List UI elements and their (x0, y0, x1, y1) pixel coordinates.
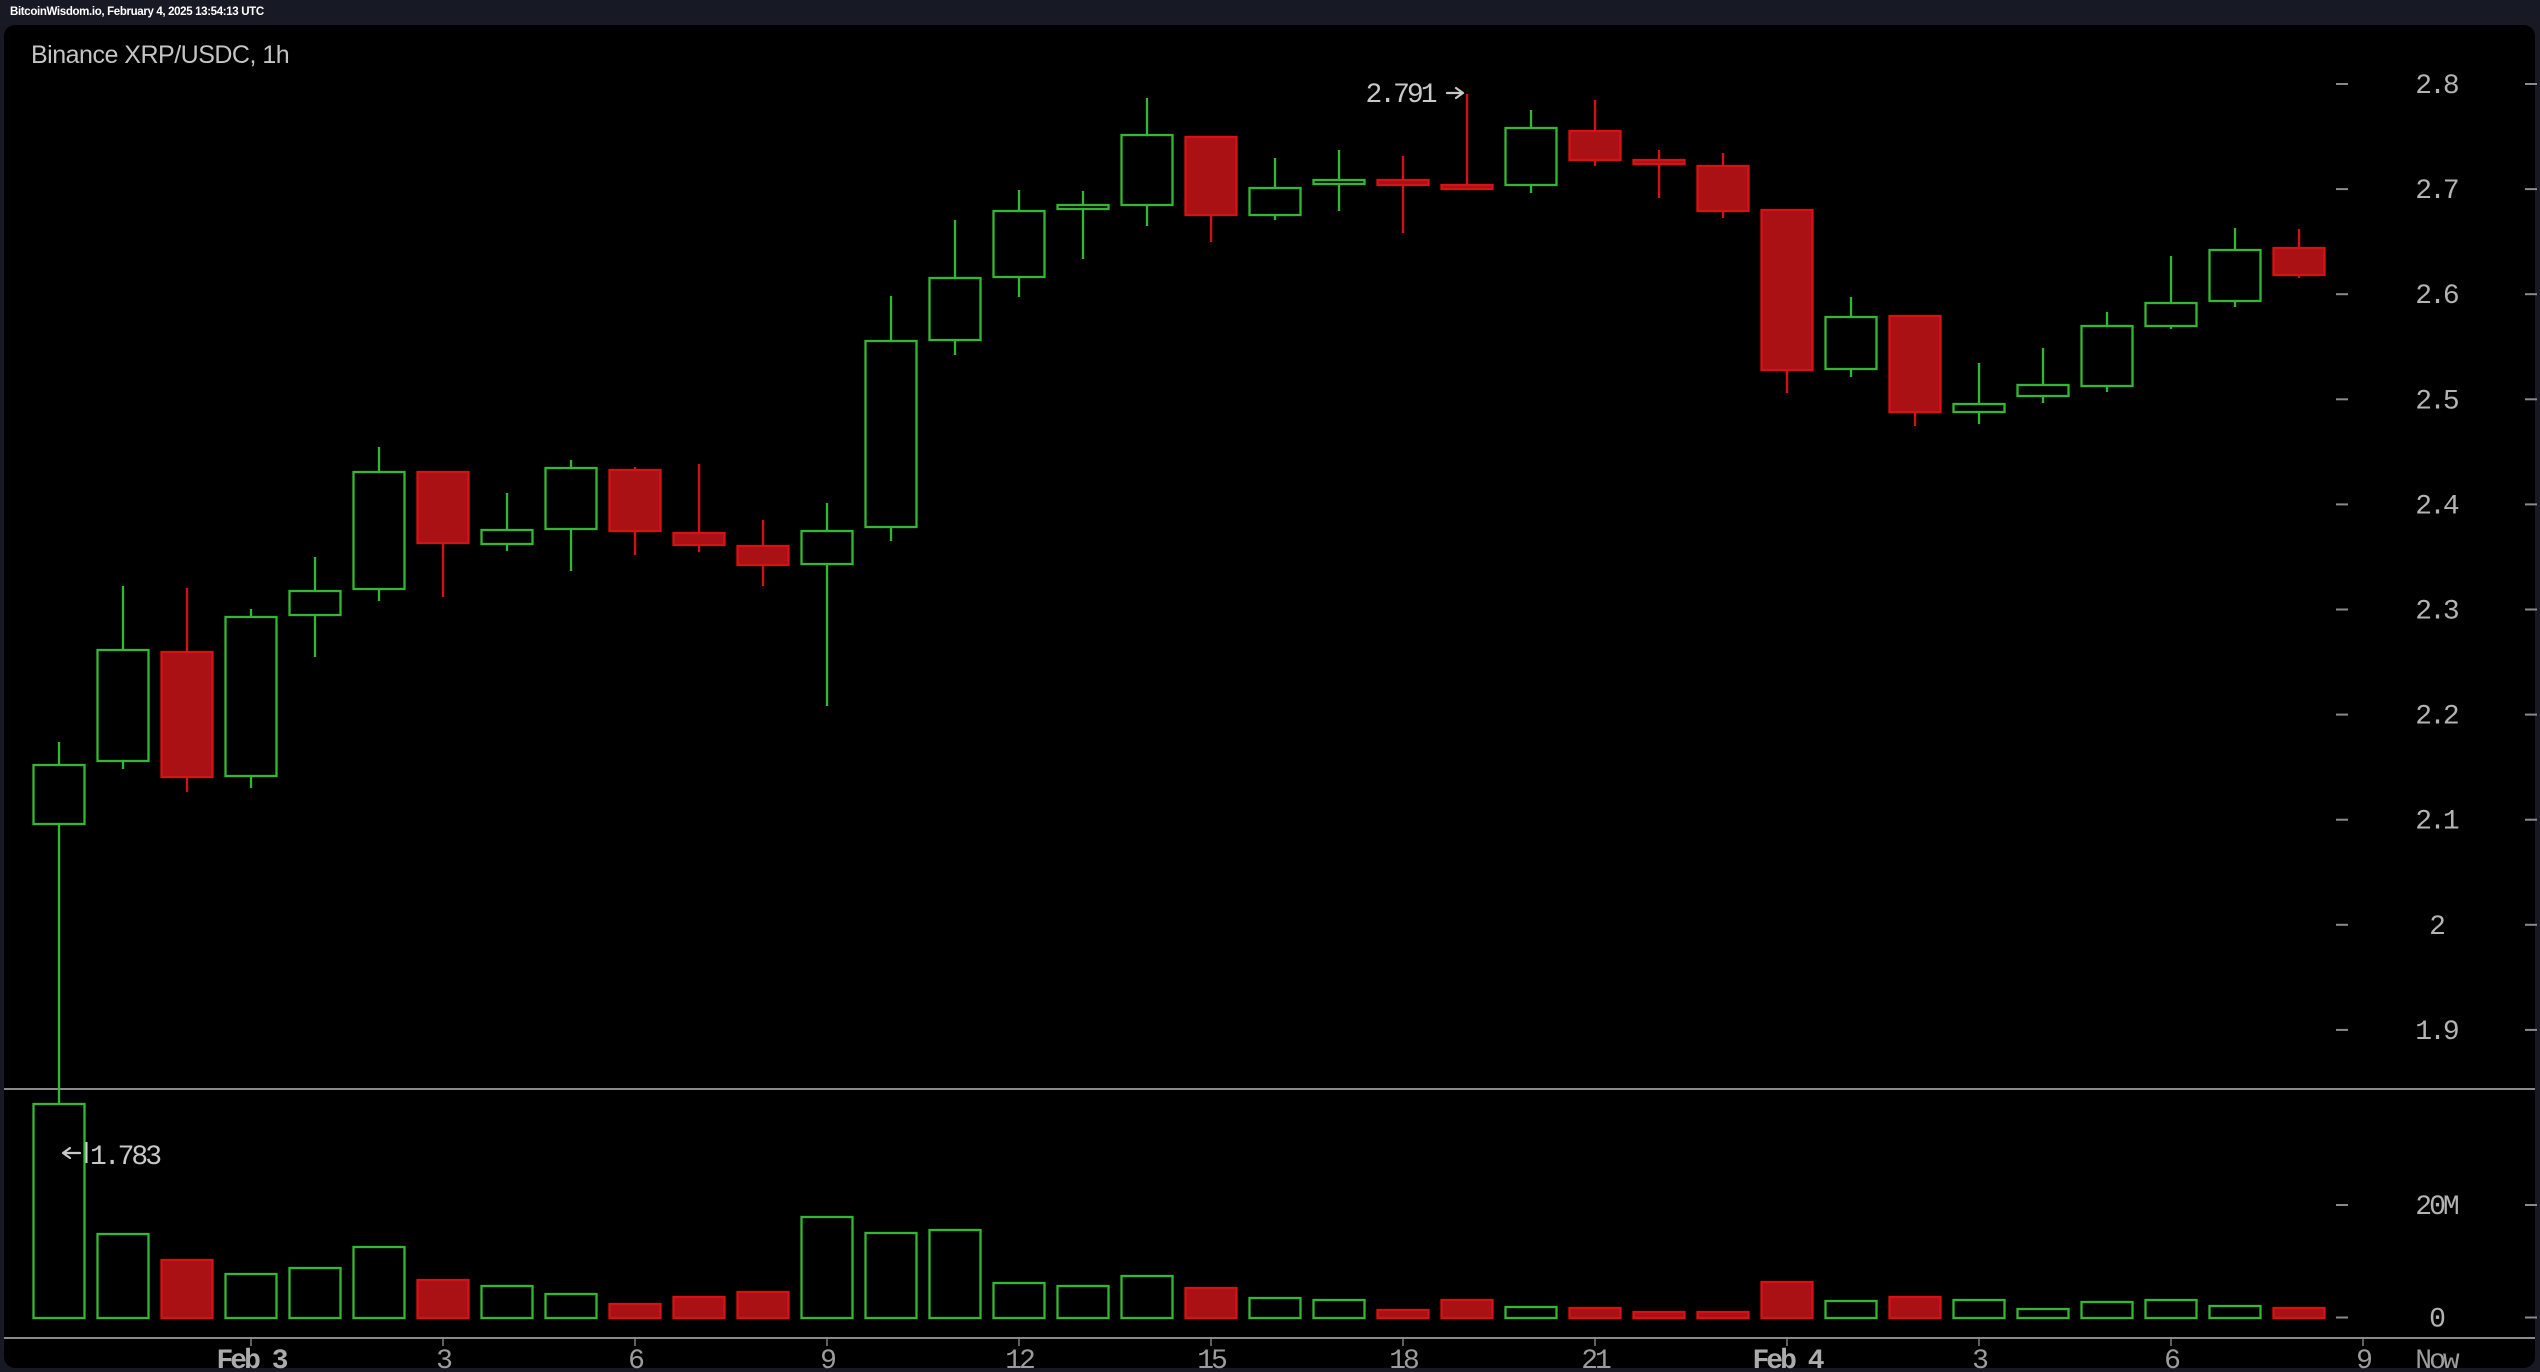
svg-text:6: 6 (2164, 1346, 2179, 1372)
svg-text:2.1: 2.1 (2415, 807, 2459, 838)
svg-text:2: 2 (2429, 912, 2444, 943)
svg-text:3: 3 (1972, 1346, 1988, 1372)
svg-text:2.8: 2.8 (2415, 71, 2458, 102)
svg-text:2.4: 2.4 (2415, 491, 2459, 522)
svg-text:0: 0 (2429, 1305, 2445, 1336)
svg-text:Feb 3: Feb 3 (216, 1346, 287, 1372)
svg-text:15: 15 (1197, 1346, 1227, 1372)
svg-text:2.791: 2.791 (1365, 80, 1436, 111)
svg-text:Now: Now (2415, 1346, 2460, 1372)
svg-text:2.5: 2.5 (2415, 386, 2459, 417)
svg-text:9: 9 (820, 1346, 835, 1372)
svg-text:2.2: 2.2 (2415, 702, 2458, 733)
svg-text:21: 21 (1581, 1346, 1611, 1372)
svg-text:6: 6 (628, 1346, 643, 1372)
svg-text:2.3: 2.3 (2415, 597, 2459, 628)
svg-text:3: 3 (436, 1346, 452, 1372)
svg-text:1.783: 1.783 (90, 1142, 161, 1173)
svg-text:2.7: 2.7 (2415, 176, 2458, 207)
svg-text:20M: 20M (2415, 1192, 2459, 1223)
svg-text:12: 12 (1005, 1346, 1034, 1372)
svg-text:18: 18 (1389, 1346, 1418, 1372)
svg-text:2.6: 2.6 (2415, 281, 2458, 312)
svg-text:9: 9 (2356, 1346, 2371, 1372)
svg-text:Feb 4: Feb 4 (1752, 1346, 1823, 1372)
svg-text:1.9: 1.9 (2415, 1017, 2458, 1048)
svg-text:Binance XRP/USDC, 1h: Binance XRP/USDC, 1h (31, 41, 289, 69)
